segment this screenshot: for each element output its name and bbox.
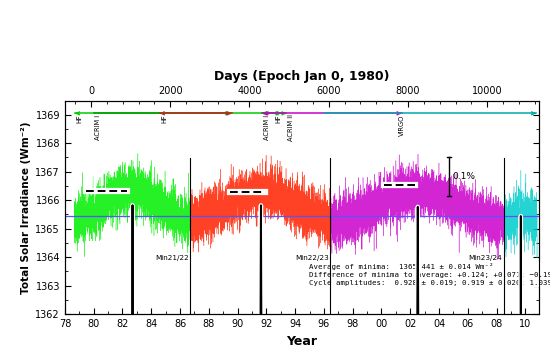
X-axis label: Days (Epoch Jan 0, 1980): Days (Epoch Jan 0, 1980) (214, 70, 390, 83)
Text: 0.1%: 0.1% (453, 172, 476, 181)
Text: Min22/23: Min22/23 (295, 255, 329, 261)
Text: ACRIM I: ACRIM I (264, 115, 270, 140)
Text: Average of minima:  1365.441 ± 0.014 Wm⁻²
Difference of minima to average: +0.12: Average of minima: 1365.441 ± 0.014 Wm⁻²… (309, 263, 550, 286)
Text: ACRIM II: ACRIM II (288, 115, 294, 141)
Text: HF: HF (162, 115, 168, 123)
Text: ACRIM I: ACRIM I (95, 115, 101, 140)
X-axis label: Year: Year (287, 335, 317, 348)
Text: HF: HF (275, 115, 281, 123)
Text: HF: HF (76, 115, 82, 123)
Y-axis label: Total Solar Irradiance (Wm⁻²): Total Solar Irradiance (Wm⁻²) (21, 121, 31, 294)
Text: Min21/22: Min21/22 (155, 255, 189, 261)
Text: Min23/24: Min23/24 (469, 255, 502, 261)
Text: VIRGO: VIRGO (399, 115, 405, 136)
